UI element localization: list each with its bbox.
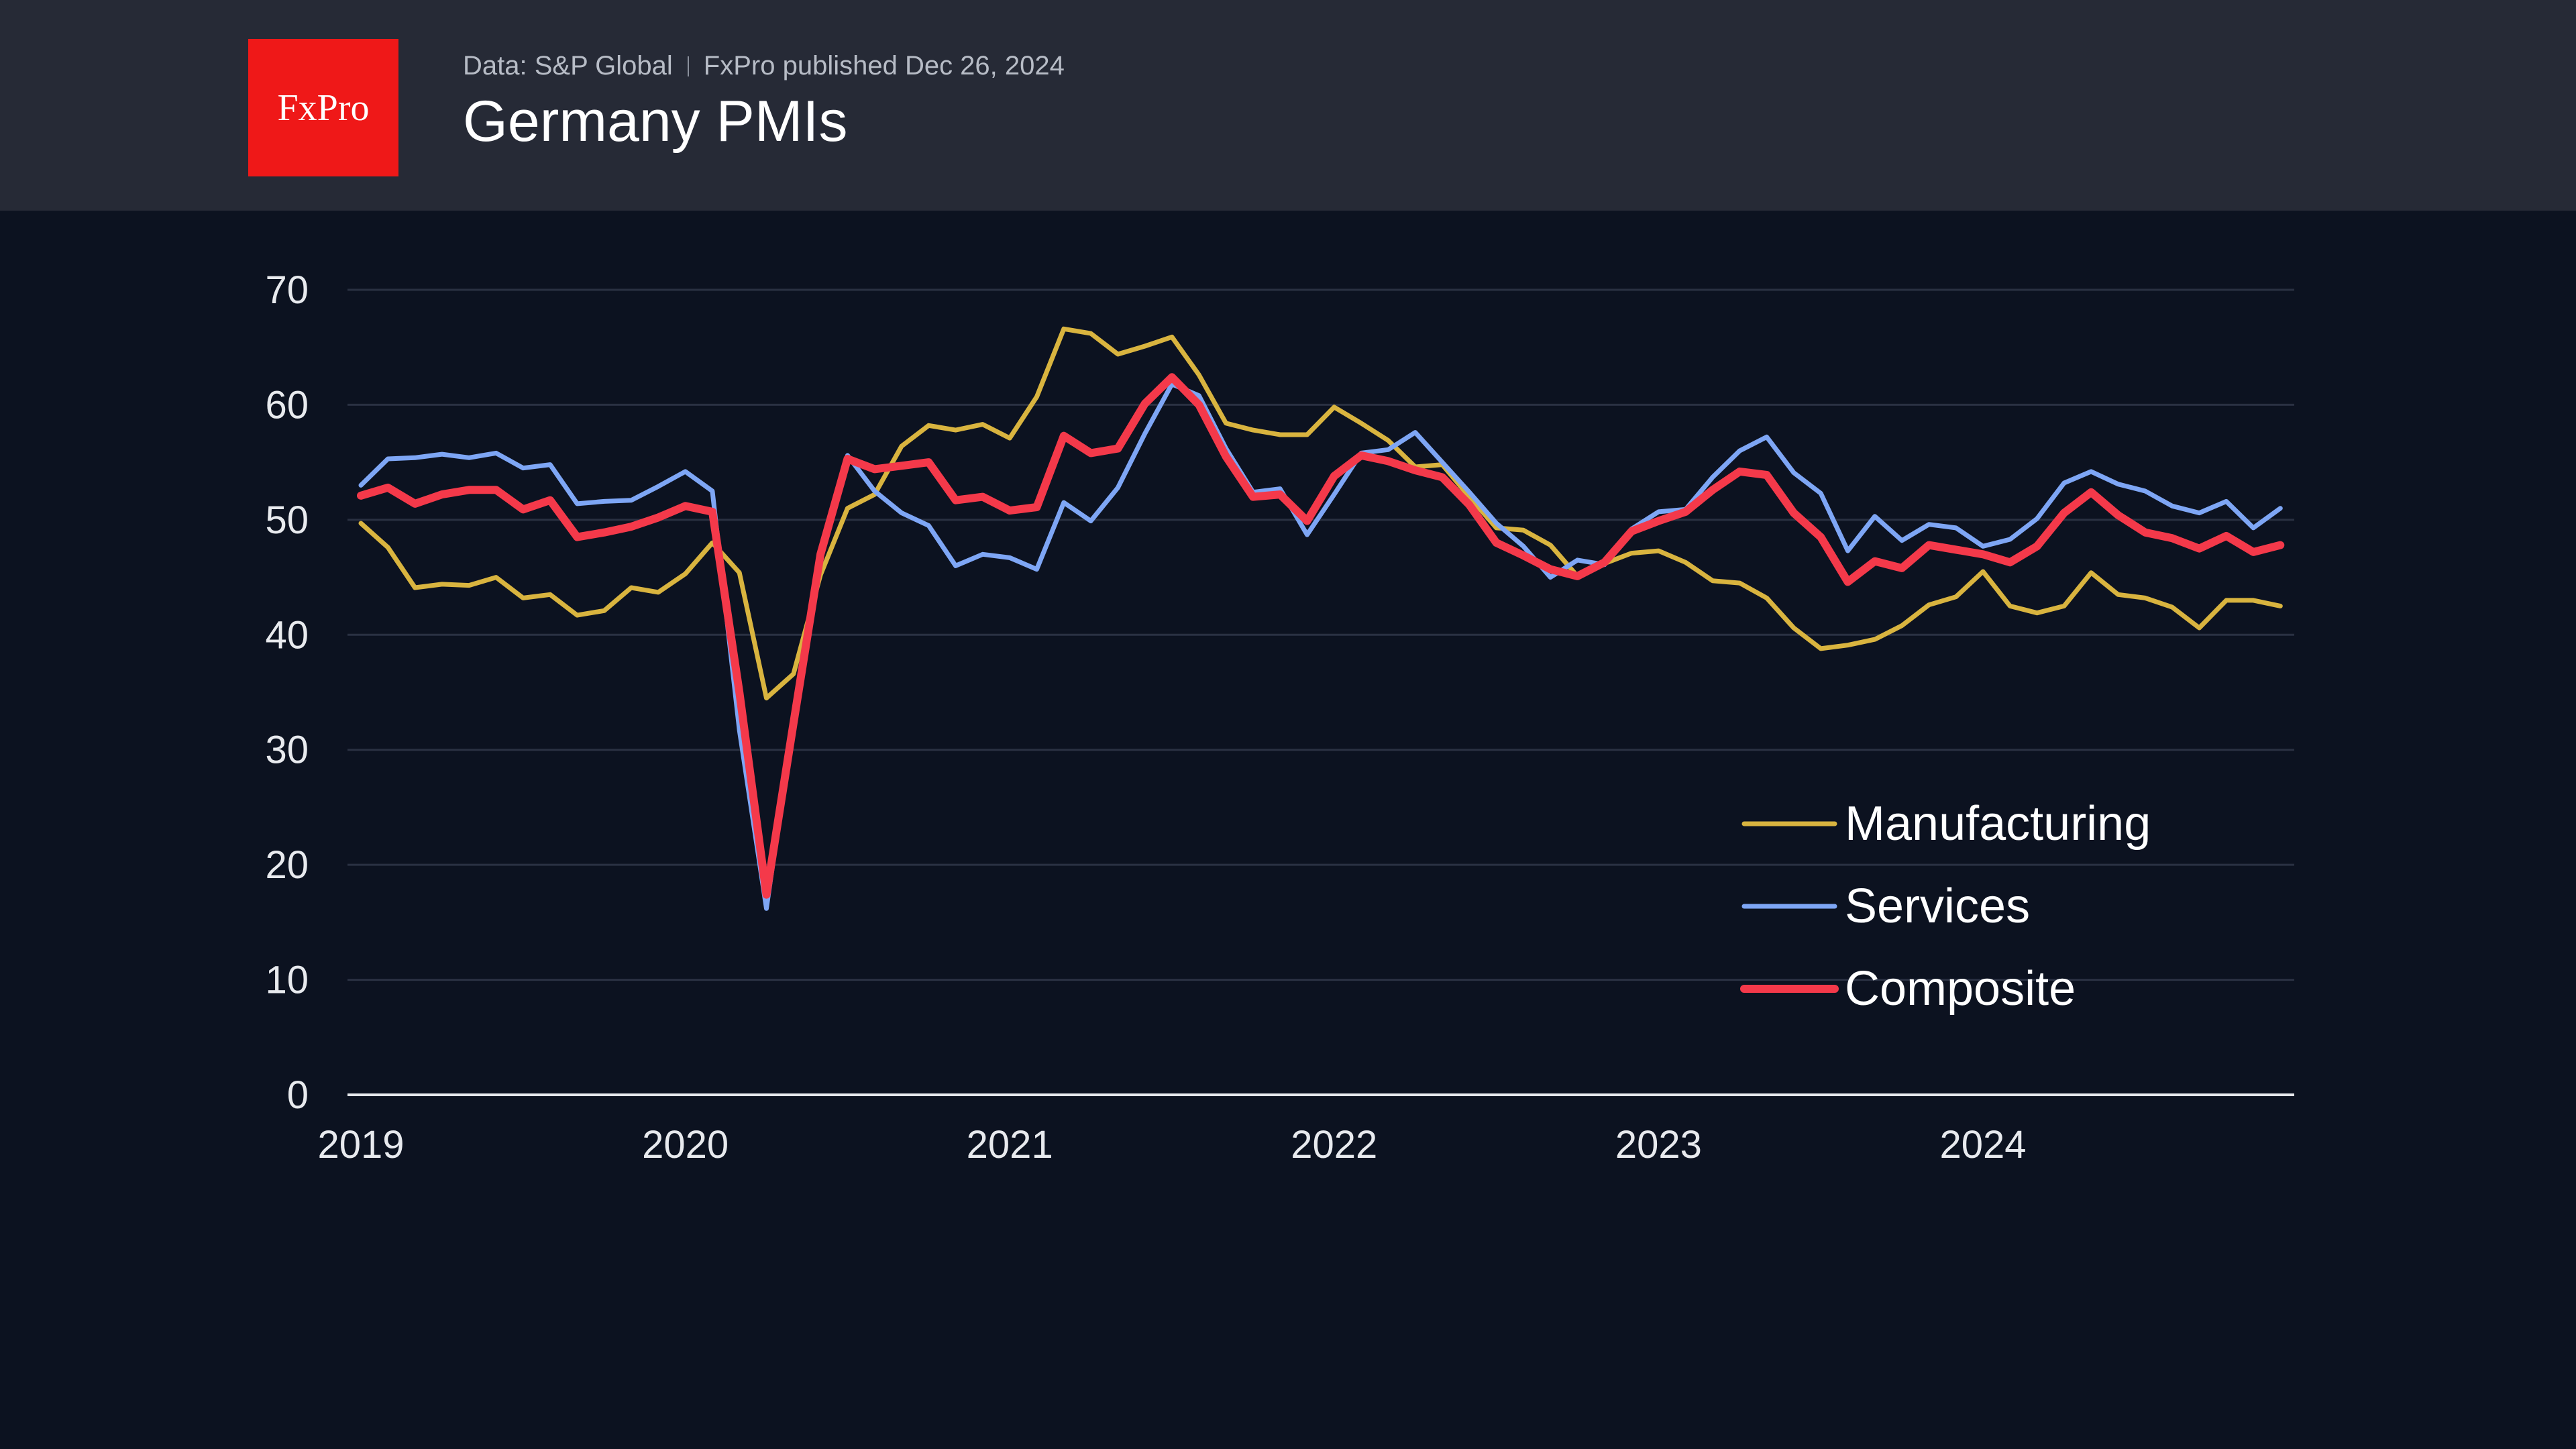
pmi-line-chart: 0 10 20 30 40 50 60 70 2019 2020 2021 2022 2023 2024 M…: [265, 268, 2294, 1167]
x-tick-label: 2021: [967, 1123, 1053, 1167]
y-tick-label: 20: [265, 843, 309, 887]
y-tick-label: 50: [265, 498, 309, 542]
y-tick-label: 30: [265, 729, 309, 772]
x-tick-label: 2020: [642, 1123, 729, 1167]
logo-text: FxPro: [277, 87, 370, 129]
separator: [687, 56, 689, 76]
page-title: Germany PMIs: [463, 89, 848, 154]
header-bar: FxPro Data: S&P Global FxPro published D…: [0, 0, 2576, 211]
series-line-composite: [357, 373, 2285, 899]
x-tick-label: 2023: [1615, 1123, 1702, 1167]
legend-label-services: Services: [1845, 879, 2030, 933]
data-source: Data: S&P Global: [463, 51, 673, 80]
series-line-manufacturing: [358, 326, 2283, 701]
fxpro-logo: FxPro: [248, 39, 398, 176]
y-tick-label: 60: [265, 383, 309, 427]
y-tick-label: 10: [265, 959, 309, 1002]
series-line-services: [358, 382, 2283, 911]
x-tick-label: 2022: [1291, 1123, 1377, 1167]
source-line: Data: S&P Global FxPro published Dec 26,…: [463, 51, 1065, 81]
legend-label-manufacturing: Manufacturing: [1845, 797, 2151, 851]
x-tick-label: 2019: [317, 1123, 404, 1167]
y-tick-label: 40: [265, 613, 309, 657]
legend-label-composite: Composite: [1845, 962, 2076, 1016]
y-tick-label: 70: [265, 268, 309, 312]
publish-date: FxPro published Dec 26, 2024: [703, 51, 1065, 80]
x-tick-label: 2024: [1939, 1123, 2026, 1167]
y-tick-label: 0: [287, 1073, 309, 1117]
